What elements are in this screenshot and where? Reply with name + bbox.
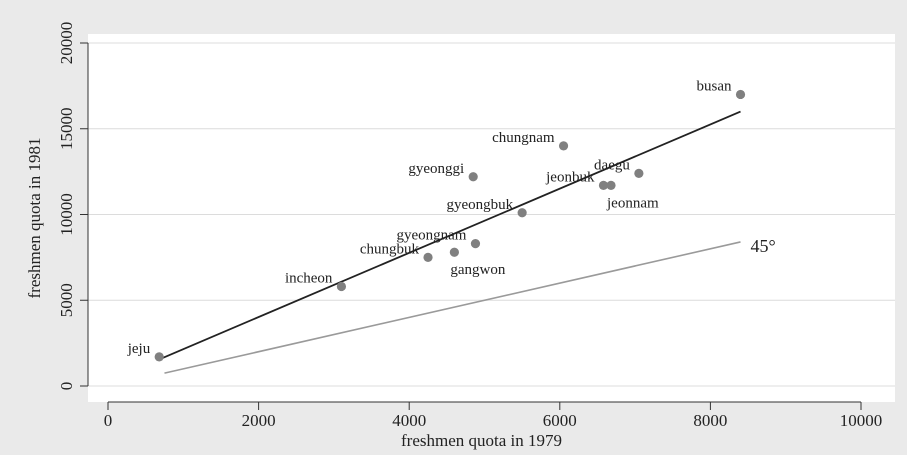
point-label-chungbuk: chungbuk [360, 241, 420, 257]
x-tick-label: 0 [104, 411, 113, 430]
point-label-gyeonggi: gyeonggi [408, 161, 464, 177]
point-label-chungnam: chungnam [492, 130, 555, 146]
data-point-gangwon [449, 247, 459, 257]
reference-45-line [164, 241, 741, 374]
y-tick-label: 0 [57, 382, 76, 391]
data-point-jeonnam [606, 180, 616, 190]
point-label-busan: busan [697, 78, 732, 94]
data-point-chungbuk [423, 252, 433, 262]
data-point-gyeongbuk [517, 208, 527, 218]
data-point-incheon [336, 281, 347, 292]
y-tick-label: 5000 [57, 283, 76, 317]
reference-line-label: 45° [751, 236, 776, 256]
x-tick-label: 10000 [840, 411, 883, 430]
data-point-gyeongnam [470, 239, 481, 249]
data-point-jeonbuk [598, 180, 609, 190]
x-tick-label: 2000 [242, 411, 276, 430]
point-label-incheon: incheon [285, 271, 333, 287]
fit-line [158, 110, 741, 361]
y-axis-title: freshmen quota in 1981 [25, 138, 44, 299]
x-tick-label: 8000 [693, 411, 727, 430]
data-point-chungnam [558, 141, 569, 151]
axes: 0 5000 10000 15000 20000 0 2000 4000 6000 8000 100… [57, 22, 882, 430]
point-labels: jeju incheon chungbuk gangwon gyeongnam gyeon… [127, 78, 732, 356]
x-tick-label: 4000 [392, 411, 426, 430]
gridlines [88, 42, 895, 387]
x-tick-label: 6000 [543, 411, 577, 430]
x-axis-title: freshmen quota in 1979 [401, 431, 562, 450]
lines [158, 110, 741, 374]
y-tick-label: 15000 [57, 108, 76, 151]
data-point-busan [735, 89, 746, 100]
points [154, 89, 746, 362]
data-point-gyeonggi [468, 172, 478, 182]
point-label-daegu: daegu [594, 157, 630, 173]
data-point-daegu [634, 168, 644, 178]
point-label-jeju: jeju [127, 341, 151, 357]
data-point-jeju [154, 352, 164, 362]
point-label-gyeongbuk: gyeongbuk [446, 197, 513, 213]
point-label-jeonnam: jeonnam [606, 195, 659, 211]
y-tick-label: 20000 [57, 22, 76, 65]
y-tick-label: 10000 [57, 193, 76, 236]
point-label-gangwon: gangwon [450, 262, 505, 278]
point-label-jeonbuk: jeonbuk [545, 169, 595, 185]
point-label-gyeongnam: gyeongnam [396, 228, 466, 244]
